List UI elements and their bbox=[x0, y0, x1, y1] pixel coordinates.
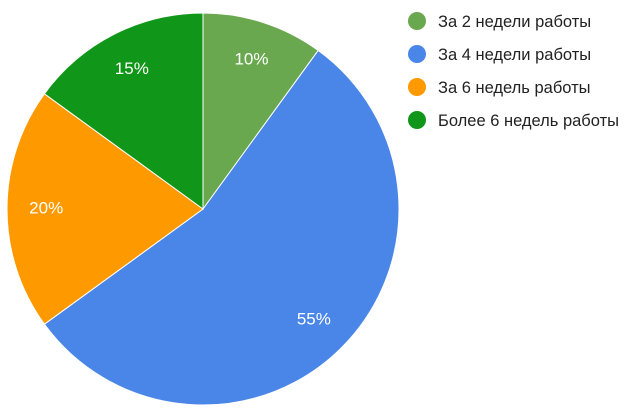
legend-swatch bbox=[408, 78, 426, 96]
legend-label: За 6 недель работы bbox=[438, 79, 591, 97]
legend-swatch bbox=[408, 111, 426, 129]
legend-swatch bbox=[408, 45, 426, 63]
legend-item: За 6 недель работы bbox=[408, 76, 623, 100]
slice-label: 15% bbox=[115, 59, 149, 78]
legend-label: За 2 недели работы bbox=[438, 13, 592, 31]
pie-slice bbox=[202, 12, 319, 211]
legend-label: Более 6 недель работы bbox=[438, 112, 619, 130]
pie-slice bbox=[43, 12, 204, 210]
legend-label: За 4 недели работы bbox=[438, 46, 592, 64]
legend-swatch bbox=[408, 12, 426, 30]
pie-slice bbox=[6, 93, 204, 325]
slice-label: 10% bbox=[234, 49, 268, 68]
pie-slice bbox=[43, 49, 400, 406]
legend-item: За 2 недели работы bbox=[408, 10, 623, 34]
legend-item: За 4 недели работы bbox=[408, 43, 623, 67]
slice-label: 55% bbox=[297, 309, 331, 328]
slice-label: 20% bbox=[29, 198, 63, 217]
legend-item: Более 6 недель работы bbox=[408, 109, 623, 133]
legend: За 2 недели работы За 4 недели работы За 6… bbox=[408, 10, 623, 142]
